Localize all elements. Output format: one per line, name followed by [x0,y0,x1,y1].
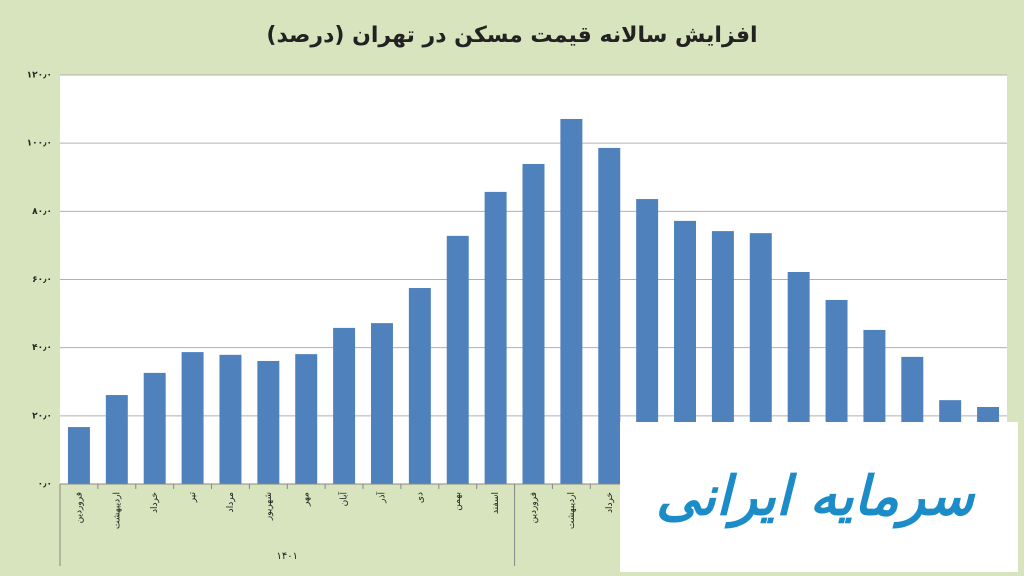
x-tick-label: بهمن [453,492,463,511]
bar [67,427,90,484]
y-tick-label: ۴۰٫۰ [32,343,52,353]
bar [674,220,697,485]
bar [181,352,204,484]
x-tick-label: فروردین [529,492,539,523]
bar [370,323,393,484]
bar [711,231,734,484]
bar [295,354,318,484]
y-tick-label: ۶۰٫۰ [32,275,52,285]
bar [446,235,469,484]
bar [598,147,621,484]
y-tick-label: ۱۰۰٫۰ [27,139,52,149]
bar [105,395,128,484]
x-tick-label: فروردین [74,492,84,523]
x-tick-label: شهریور [264,492,274,521]
bar [333,327,356,484]
x-tick-label: اردیبهشت [112,492,122,529]
bar [257,360,280,484]
bar [484,191,507,485]
y-tick-label: ۱۲۰٫۰ [27,71,52,81]
x-tick-label: آذر [375,492,387,504]
bar [749,233,772,484]
x-tick-label: مرداد [226,492,236,512]
x-tick-label: مهر [302,492,312,507]
bar [143,372,166,484]
x-tick-label: اسفند [491,492,501,514]
group-label: ۱۴۰۱ [277,551,298,562]
bar [560,118,583,484]
x-tick-label: خرداد [150,492,160,513]
bar [636,199,659,484]
x-tick-label: تیر [188,492,198,504]
x-tick-label: دی [415,492,425,503]
x-tick-label: خرداد [605,492,615,513]
y-tick-label: ۸۰٫۰ [32,207,52,217]
x-tick-label: آبان [338,492,350,507]
bar [522,163,545,484]
chart-title: افزایش سالانه قیمت مسکن در تهران (درصد) [266,23,757,48]
watermark-box [620,422,1018,572]
y-tick-label: ۰٫۰ [38,480,52,490]
y-tick-label: ۲۰٫۰ [32,411,52,421]
x-tick-label: اردیبهشت [567,492,577,529]
watermark: سرمایه ایرانی [656,465,976,530]
bar [219,354,242,484]
bar [408,288,431,484]
